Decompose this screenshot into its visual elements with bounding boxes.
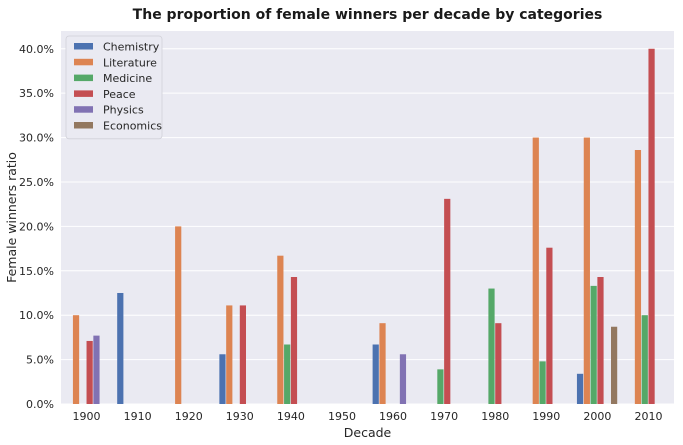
bar-chemistry-1930 — [219, 354, 226, 404]
x-tick-label: 1990 — [532, 410, 560, 423]
legend-label-literature: Literature — [103, 56, 157, 69]
bar-chemistry-1960 — [372, 344, 379, 404]
x-tick-label: 1900 — [73, 410, 101, 423]
legend-label-economics: Economics — [103, 120, 162, 133]
y-tick-label: 15.0% — [19, 265, 54, 278]
legend-swatch-chemistry — [74, 43, 93, 50]
bar-peace-1980 — [495, 323, 502, 404]
y-tick-label: 35.0% — [19, 87, 54, 100]
legend-swatch-physics — [74, 106, 93, 113]
y-axis-title: Female winners ratio — [4, 152, 19, 283]
y-tick-label: 30.0% — [19, 132, 54, 145]
x-tick-label: 1980 — [481, 410, 509, 423]
bar-physics-1900 — [93, 335, 100, 404]
bar-peace-1970 — [444, 198, 451, 404]
y-tick-labels: 0.0% 5.0% 10.0% 15.0% 20.0% 25.0% 30.0% 35.0% 40… — [19, 43, 54, 411]
bar-literature-2010 — [634, 150, 642, 404]
bar-physics-1960 — [399, 354, 407, 404]
x-tick-label: 2000 — [583, 410, 611, 423]
grid-lines — [61, 48, 674, 405]
legend-swatch-economics — [74, 122, 93, 129]
x-tick-label: 2010 — [634, 410, 662, 423]
bar-literature-1940 — [277, 255, 284, 404]
bar-chemistry-2000 — [576, 373, 584, 404]
x-tick-label: 1910 — [124, 410, 152, 423]
bar-peace-2000 — [597, 277, 604, 404]
x-tick-labels: 1900 1910 1920 1930 1940 1950 1960 1970 1980 1990… — [73, 410, 663, 423]
bar-literature-1920 — [175, 226, 182, 404]
x-tick-label: 1920 — [175, 410, 203, 423]
y-tick-label: 0.0% — [26, 398, 54, 411]
bar-medicine-2000 — [590, 285, 597, 404]
x-tick-label: 1930 — [226, 410, 254, 423]
bar-medicine-1980 — [488, 288, 495, 404]
bar-literature-2000 — [583, 137, 590, 404]
legend-label-physics: Physics — [103, 104, 144, 117]
legend-swatch-peace — [74, 90, 93, 97]
y-tick-label: 5.0% — [26, 354, 54, 367]
bar-medicine-1990 — [539, 361, 546, 404]
y-tick-label: 25.0% — [19, 176, 54, 189]
legend-swatch-medicine — [74, 74, 93, 82]
bar-peace-2010 — [648, 48, 655, 404]
y-tick-label: 20.0% — [19, 220, 54, 233]
bar-medicine-1970 — [437, 369, 444, 404]
x-axis-title: Decade — [344, 425, 392, 440]
x-tick-label: 1940 — [277, 410, 305, 423]
x-tick-label: 1960 — [379, 410, 407, 423]
bars — [72, 48, 655, 404]
bar-peace-1930 — [239, 305, 246, 404]
bar-peace-1990 — [546, 247, 553, 404]
y-tick-label: 10.0% — [19, 309, 54, 322]
legend-swatch-literature — [74, 58, 93, 66]
y-tick-label: 40.0% — [19, 43, 54, 56]
bar-peace-1940 — [290, 277, 298, 404]
legend-label-peace: Peace — [103, 88, 136, 101]
bar-peace-1900 — [86, 340, 93, 404]
x-tick-label: 1970 — [430, 410, 458, 423]
bar-literature-1900 — [72, 315, 80, 404]
legend-label-chemistry: Chemistry — [103, 41, 160, 54]
x-tick-label: 1950 — [328, 410, 356, 423]
bar-literature-1960 — [379, 323, 386, 404]
bar-medicine-1940 — [284, 344, 291, 404]
bar-medicine-2010 — [641, 315, 648, 404]
chart-title: The proportion of female winners per dec… — [133, 7, 603, 23]
bar-chemistry-1910 — [117, 292, 124, 404]
bar-economics-2000 — [611, 326, 618, 404]
legend-label-medicine: Medicine — [103, 72, 152, 85]
bar-literature-1930 — [226, 305, 233, 404]
legend: Chemistry Literature Medicine Peace Physics E… — [65, 35, 163, 140]
bar-literature-1990 — [532, 137, 539, 404]
